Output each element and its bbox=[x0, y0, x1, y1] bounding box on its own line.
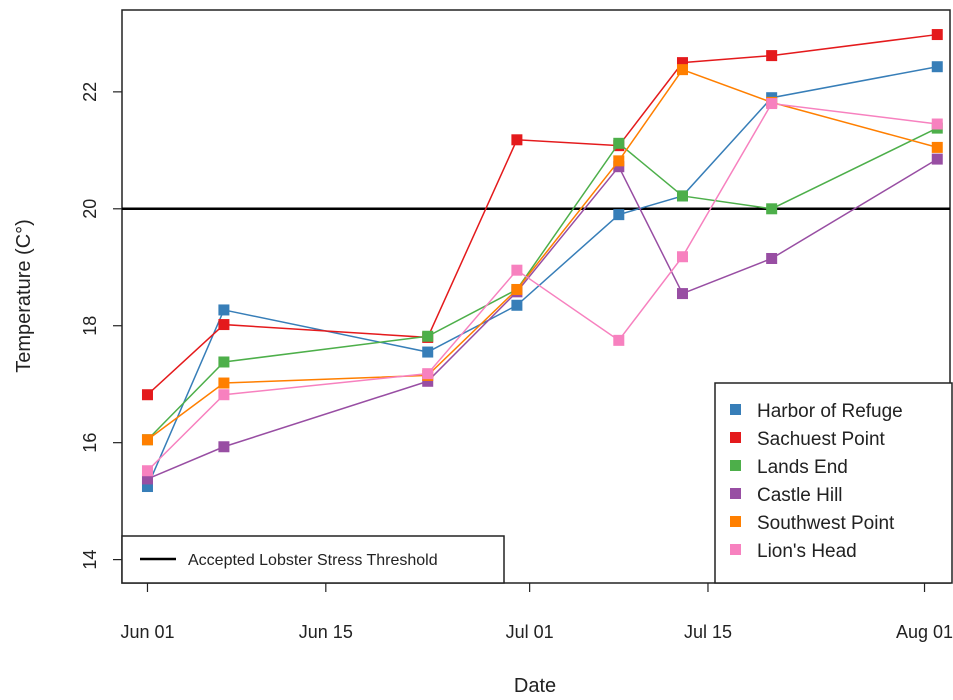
data-point-castle-hill bbox=[141, 473, 153, 485]
legend-label: Southwest Point bbox=[757, 513, 895, 534]
data-point-lands-end bbox=[676, 190, 688, 202]
data-point-castle-hill bbox=[422, 375, 434, 387]
x-tick-label: Jun 01 bbox=[120, 622, 174, 642]
data-point-southwest-point bbox=[141, 434, 153, 446]
threshold-legend-label: Accepted Lobster Stress Threshold bbox=[188, 552, 438, 569]
data-point-lion-s-head bbox=[766, 98, 778, 110]
legend-label: Castle Hill bbox=[757, 485, 843, 506]
legend-box bbox=[714, 382, 953, 584]
series-line-sachuest-point bbox=[146, 33, 938, 396]
data-point-harbor-of-refuge bbox=[218, 304, 230, 316]
series-legend: Harbor of Refuge Sachuest Point Lands End C… bbox=[714, 382, 953, 584]
data-point-harbor-of-refuge bbox=[511, 299, 523, 311]
data-point-harbor-of-refuge bbox=[141, 481, 153, 493]
data-point-southwest-point bbox=[613, 155, 625, 167]
tick-labels: Jun 01 Jun 15 Jul 01 Jul 15 Aug 01 14 16 18 20 22 bbox=[80, 82, 953, 642]
data-point-lands-end bbox=[613, 137, 625, 149]
data-point-harbor-of-refuge bbox=[613, 209, 625, 221]
series-line-harbor-of-refuge bbox=[146, 65, 938, 487]
y-tick-label: 22 bbox=[80, 82, 100, 102]
series-line-lands-end bbox=[146, 127, 938, 441]
y-tick-label: 14 bbox=[80, 550, 100, 570]
legend-swatch bbox=[730, 544, 741, 555]
y-tick-label: 18 bbox=[80, 316, 100, 336]
data-point-southwest-point bbox=[676, 64, 688, 76]
data-point-lands-end bbox=[422, 330, 434, 342]
chart-axes bbox=[121, 9, 951, 584]
data-point-lion-s-head bbox=[613, 334, 625, 346]
series-line-lion-s-head bbox=[146, 102, 938, 472]
data-point-lion-s-head bbox=[511, 264, 523, 276]
legend-swatch bbox=[730, 460, 741, 471]
y-tick-label: 16 bbox=[80, 433, 100, 453]
legend-swatch bbox=[730, 516, 741, 527]
x-tick-label: Jul 01 bbox=[506, 622, 554, 642]
data-point-castle-hill bbox=[613, 161, 625, 173]
data-point-harbor-of-refuge bbox=[422, 346, 434, 358]
x-tick-label: Aug 01 bbox=[896, 622, 953, 642]
legend-label: Sachuest Point bbox=[757, 429, 886, 450]
data-point-harbor-of-refuge bbox=[931, 61, 943, 73]
data-point-sachuest-point bbox=[931, 29, 943, 41]
data-point-castle-hill bbox=[218, 441, 230, 453]
data-point-lands-end bbox=[218, 356, 230, 368]
data-point-castle-hill bbox=[676, 288, 688, 300]
legend-label: Harbor of Refuge bbox=[757, 401, 903, 422]
data-point-lion-s-head bbox=[141, 465, 153, 477]
series-line-southwest-point bbox=[147, 68, 938, 441]
data-point-lands-end bbox=[766, 203, 778, 215]
threshold-legend: Accepted Lobster Stress Threshold bbox=[121, 535, 505, 584]
threshold-legend-box bbox=[121, 535, 505, 584]
legend-swatch bbox=[730, 488, 741, 499]
x-tick-label: Jul 15 bbox=[684, 622, 732, 642]
data-point-sachuest-point bbox=[511, 134, 523, 146]
data-point-castle-hill bbox=[931, 153, 943, 165]
data-point-sachuest-point bbox=[676, 57, 688, 69]
data-point-southwest-point bbox=[218, 377, 230, 389]
legend-swatch bbox=[730, 404, 741, 415]
y-axis-label: Temperature (C°) bbox=[13, 219, 35, 373]
series-group bbox=[141, 29, 943, 493]
data-point-sachuest-point bbox=[141, 389, 153, 401]
y-tick-label: 20 bbox=[80, 199, 100, 219]
legend-swatch bbox=[730, 432, 741, 443]
data-point-lion-s-head bbox=[218, 389, 230, 401]
series-line-castle-hill bbox=[147, 158, 938, 480]
x-tick-label: Jun 15 bbox=[299, 622, 353, 642]
data-point-southwest-point bbox=[931, 141, 943, 153]
data-point-lion-s-head bbox=[931, 118, 943, 130]
legend-label: Lion's Head bbox=[757, 541, 857, 562]
data-point-lion-s-head bbox=[676, 251, 688, 263]
data-point-sachuest-point bbox=[218, 319, 230, 331]
data-point-lion-s-head bbox=[422, 368, 434, 380]
data-point-southwest-point bbox=[511, 283, 523, 295]
legend-label: Lands End bbox=[757, 457, 848, 478]
data-point-sachuest-point bbox=[766, 50, 778, 62]
data-point-castle-hill bbox=[766, 252, 778, 264]
x-axis-label: Date bbox=[514, 675, 556, 697]
plot-frame bbox=[121, 9, 951, 584]
